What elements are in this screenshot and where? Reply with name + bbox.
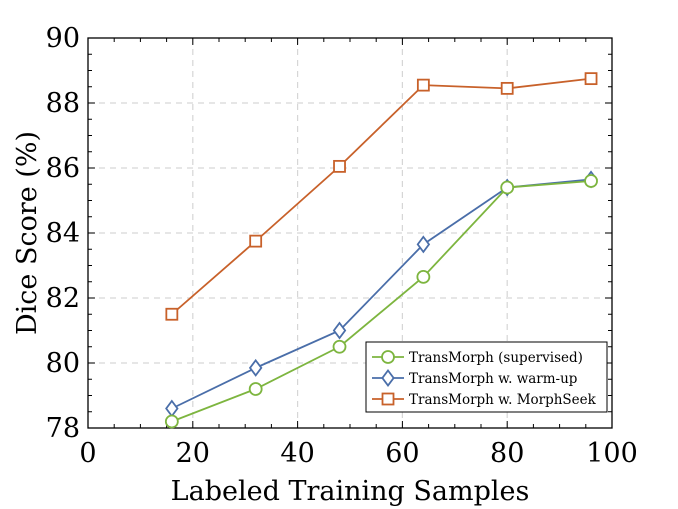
x-tick-label: 60 xyxy=(385,438,419,469)
legend-entry: TransMorph (supervised) xyxy=(409,350,583,366)
legend-box xyxy=(365,341,608,413)
data-point xyxy=(332,339,347,354)
data-point xyxy=(584,174,598,188)
data-point xyxy=(584,72,598,86)
data-point xyxy=(416,78,430,92)
data-point xyxy=(248,358,263,377)
data-point xyxy=(500,81,514,95)
x-axis-label: Labeled Training Samples xyxy=(171,476,530,507)
data-point xyxy=(165,399,179,418)
legend-entry: TransMorph w. warm-up xyxy=(409,371,577,387)
y-tick-label: 78 xyxy=(46,413,80,444)
data-point xyxy=(248,382,263,396)
series-square xyxy=(165,72,598,321)
x-tick-label: 20 xyxy=(176,438,210,469)
y-tick-label: 88 xyxy=(46,88,80,119)
axis-ticks: 0 20 40 60 80 100 78 80 82 84 86 88 90 xyxy=(46,23,638,469)
y-tick-label: 80 xyxy=(46,348,80,379)
data-point xyxy=(164,414,179,429)
x-tick-label: 100 xyxy=(586,438,638,469)
data-point xyxy=(165,307,179,321)
data-point xyxy=(249,234,263,248)
x-tick-label: 80 xyxy=(490,438,524,469)
x-tick-label: 0 xyxy=(79,438,96,469)
y-tick-label: 84 xyxy=(46,218,80,249)
series-circle xyxy=(164,174,598,429)
series-line xyxy=(171,77,592,315)
legend-entry: TransMorph w. MorphSeek xyxy=(409,392,597,408)
legend: TransMorph (supervised) TransMorph w. war… xyxy=(365,341,608,413)
y-tick-label: 86 xyxy=(46,153,80,184)
legend-marker xyxy=(381,392,395,406)
y-tick-label: 90 xyxy=(46,23,80,54)
legend-marker xyxy=(381,350,395,364)
data-point xyxy=(416,235,431,254)
data-point xyxy=(500,180,515,195)
data-point xyxy=(333,159,346,173)
series-line xyxy=(171,180,592,423)
y-tick-label: 82 xyxy=(46,283,80,314)
data-point xyxy=(332,321,347,340)
y-axis-label: Dice Score (%) xyxy=(12,131,43,335)
series-lines xyxy=(164,72,598,429)
x-tick-label: 40 xyxy=(280,438,314,469)
data-point xyxy=(416,269,431,284)
legend-marker xyxy=(381,369,395,387)
